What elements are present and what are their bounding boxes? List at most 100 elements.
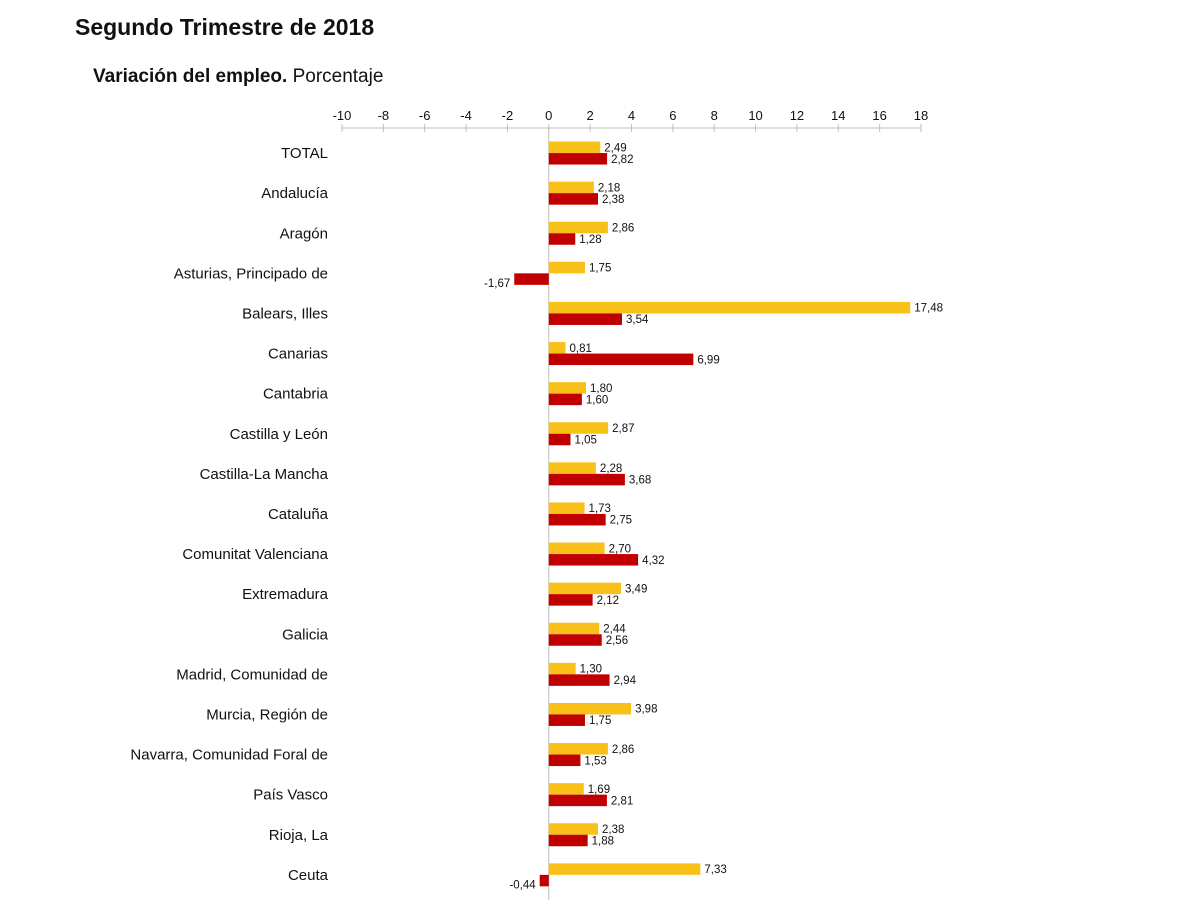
x-tick-label: 12 [790,108,804,123]
category-label: Castilla-La Mancha [200,466,329,483]
data-label: 3,54 [626,314,649,326]
data-label: 1,28 [579,234,601,246]
data-label: 1,73 [589,503,611,515]
x-tick-label: 2 [587,108,594,123]
bar-series-2 [548,674,610,686]
data-label: 1,75 [589,263,611,275]
data-label: 4,32 [642,555,664,567]
bar-series-2 [548,353,694,366]
data-label: 2,38 [602,194,624,206]
bar-series-2 [548,233,576,245]
chart-title: Segundo Trimestre de 2018 [75,14,375,40]
data-label: 6,99 [697,354,719,366]
data-label: 1,53 [584,755,606,767]
bar-series-1 [548,823,599,835]
bar-series-1 [548,783,584,795]
x-tick-label: 8 [711,108,718,123]
bar-series-1 [548,662,576,675]
x-tick-label: -6 [419,108,431,123]
data-label: 1,75 [589,715,611,727]
bar-series-1 [548,582,621,595]
category-label: Murcia, Región de [206,706,328,723]
data-label: 2,86 [612,223,634,235]
data-label: 1,30 [580,664,602,676]
chart-subtitle: Variación del empleo. Porcentaje [93,66,383,88]
x-tick-label: 14 [831,108,845,123]
category-label: TOTAL [281,145,328,162]
bar-series-1 [548,502,585,514]
x-tick-label: 4 [628,108,635,123]
category-label: Cantabria [263,386,329,403]
data-label: 2,81 [611,795,633,807]
data-label: 1,88 [592,836,614,848]
category-label: Madrid, Comunidad de [176,666,328,683]
bar-series-2 [514,273,549,285]
x-tick-label: -2 [502,108,514,123]
data-label: 2,18 [598,182,620,194]
bar-series-2 [548,634,602,646]
category-label: Extremadura [242,586,329,603]
data-label: 2,49 [604,142,626,154]
data-label: 7,33 [704,864,726,876]
bar-series-1 [548,542,605,555]
category-label: Ceuta [288,867,329,884]
data-label: 2,38 [602,824,624,836]
data-label: 2,12 [597,595,619,607]
data-label: 0,81 [570,343,592,355]
data-label: -1,67 [484,278,510,290]
category-label: Rioja, La [269,827,329,844]
bar-series-2 [548,834,588,847]
category-label: Cataluña [268,506,329,523]
bar-series-1 [548,301,911,314]
data-label: 2,82 [611,154,633,166]
bar-series-1 [548,863,701,875]
x-tick-label: 18 [914,108,928,123]
bar-series-2 [548,313,622,325]
data-label: 1,60 [586,394,608,406]
x-tick-label: -4 [460,108,472,123]
data-label: 2,56 [606,635,628,647]
bar-series-2 [548,473,625,486]
x-tick-label: 6 [669,108,676,123]
data-label: 2,28 [600,463,622,475]
bar-series-2 [548,594,593,606]
bar-series-2 [548,193,599,205]
x-tick-label: -10 [333,108,352,123]
bar-series-2 [548,714,585,726]
bar-series-1 [548,181,594,194]
subtitle-bold: Variación del empleo. [93,66,288,87]
category-label: Aragón [280,225,328,242]
bar-series-1 [548,221,608,234]
bar-series-2 [539,874,549,887]
data-label: 2,87 [612,423,634,435]
bar-series-2 [548,433,571,446]
bar-series-2 [548,794,607,807]
category-label: Castilla y León [230,426,328,443]
bar-series-1 [548,141,601,154]
category-label: Canarias [268,346,328,363]
bar-series-2 [548,513,606,526]
category-label: País Vasco [253,787,328,804]
category-label: Balears, Illes [242,305,328,322]
data-label: 3,98 [635,704,657,716]
bar-series-2 [548,554,639,566]
category-label: Galicia [282,626,329,643]
bar-series-1 [548,261,585,274]
data-label: 1,69 [588,784,610,796]
bar-series-1 [548,743,608,755]
x-tick-label: 0 [545,108,552,123]
x-tick-label: 10 [748,108,762,123]
data-label: 1,80 [590,383,612,395]
data-label: 2,94 [614,675,637,687]
data-label: 2,70 [609,543,631,555]
x-tick-label: -8 [378,108,390,123]
bar-series-1 [548,702,632,715]
bar-series-1 [548,422,609,434]
bar-series-2 [548,153,608,165]
category-label: Asturias, Principado de [174,265,328,282]
data-label: 2,86 [612,744,634,756]
x-tick-label: 16 [872,108,886,123]
bar-series-2 [548,393,582,406]
category-label: Navarra, Comunidad Foral de [130,747,328,764]
